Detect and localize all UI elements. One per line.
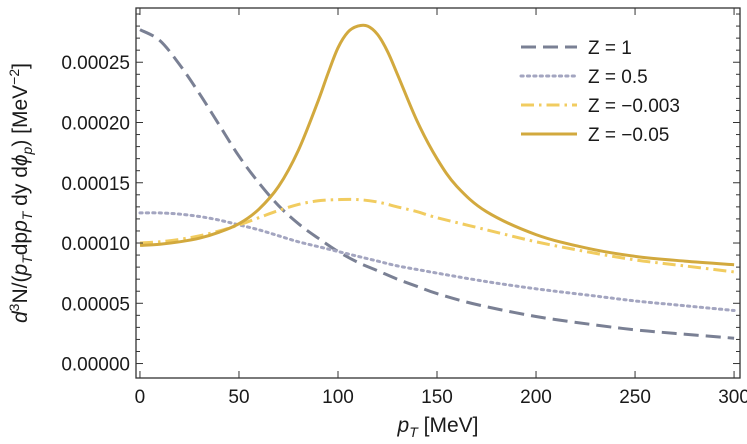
x-tick-label: 50 <box>228 387 249 408</box>
series-line-1 <box>139 28 735 340</box>
x-tick-label: 150 <box>421 387 453 408</box>
y-tick-label: 0.00015 <box>61 174 130 195</box>
x-tick-label: 200 <box>520 387 552 408</box>
legend: Z = 1 Z = 0.5 Z = −0.003 Z = −0.05 <box>519 38 680 146</box>
x-tick-label: 100 <box>322 387 354 408</box>
ticks-layer: 0 50 100 150 200 250 300 0.00000 0.00005 0.00010 0… <box>61 8 747 408</box>
plot-frame <box>135 7 741 379</box>
series-layer <box>138 23 736 340</box>
x-tick-label: 0 <box>135 387 146 408</box>
y-axis-label: d3N/(pTdppT dy dϕp) [MeV−2] <box>6 63 35 323</box>
legend-label-2: Z = 0.5 <box>588 67 648 88</box>
x-tick-label: 300 <box>718 387 747 408</box>
series-line-3 <box>139 197 735 274</box>
y-tick-label: 0.00010 <box>61 234 130 255</box>
series-line-2 <box>138 211 736 312</box>
legend-label-1: Z = 1 <box>588 38 632 59</box>
series-line-4 <box>139 23 735 267</box>
y-tick-label: 0.00020 <box>61 113 130 134</box>
x-axis-label: pT [MeV] <box>397 414 479 440</box>
legend-label-4: Z = −0.05 <box>588 125 669 146</box>
y-tick-label: 0.00005 <box>61 294 130 315</box>
y-tick-label: 0.00025 <box>61 53 130 74</box>
legend-label-3: Z = −0.003 <box>588 96 680 117</box>
y-tick-label: 0.00000 <box>61 355 130 376</box>
x-tick-label: 250 <box>619 387 651 408</box>
